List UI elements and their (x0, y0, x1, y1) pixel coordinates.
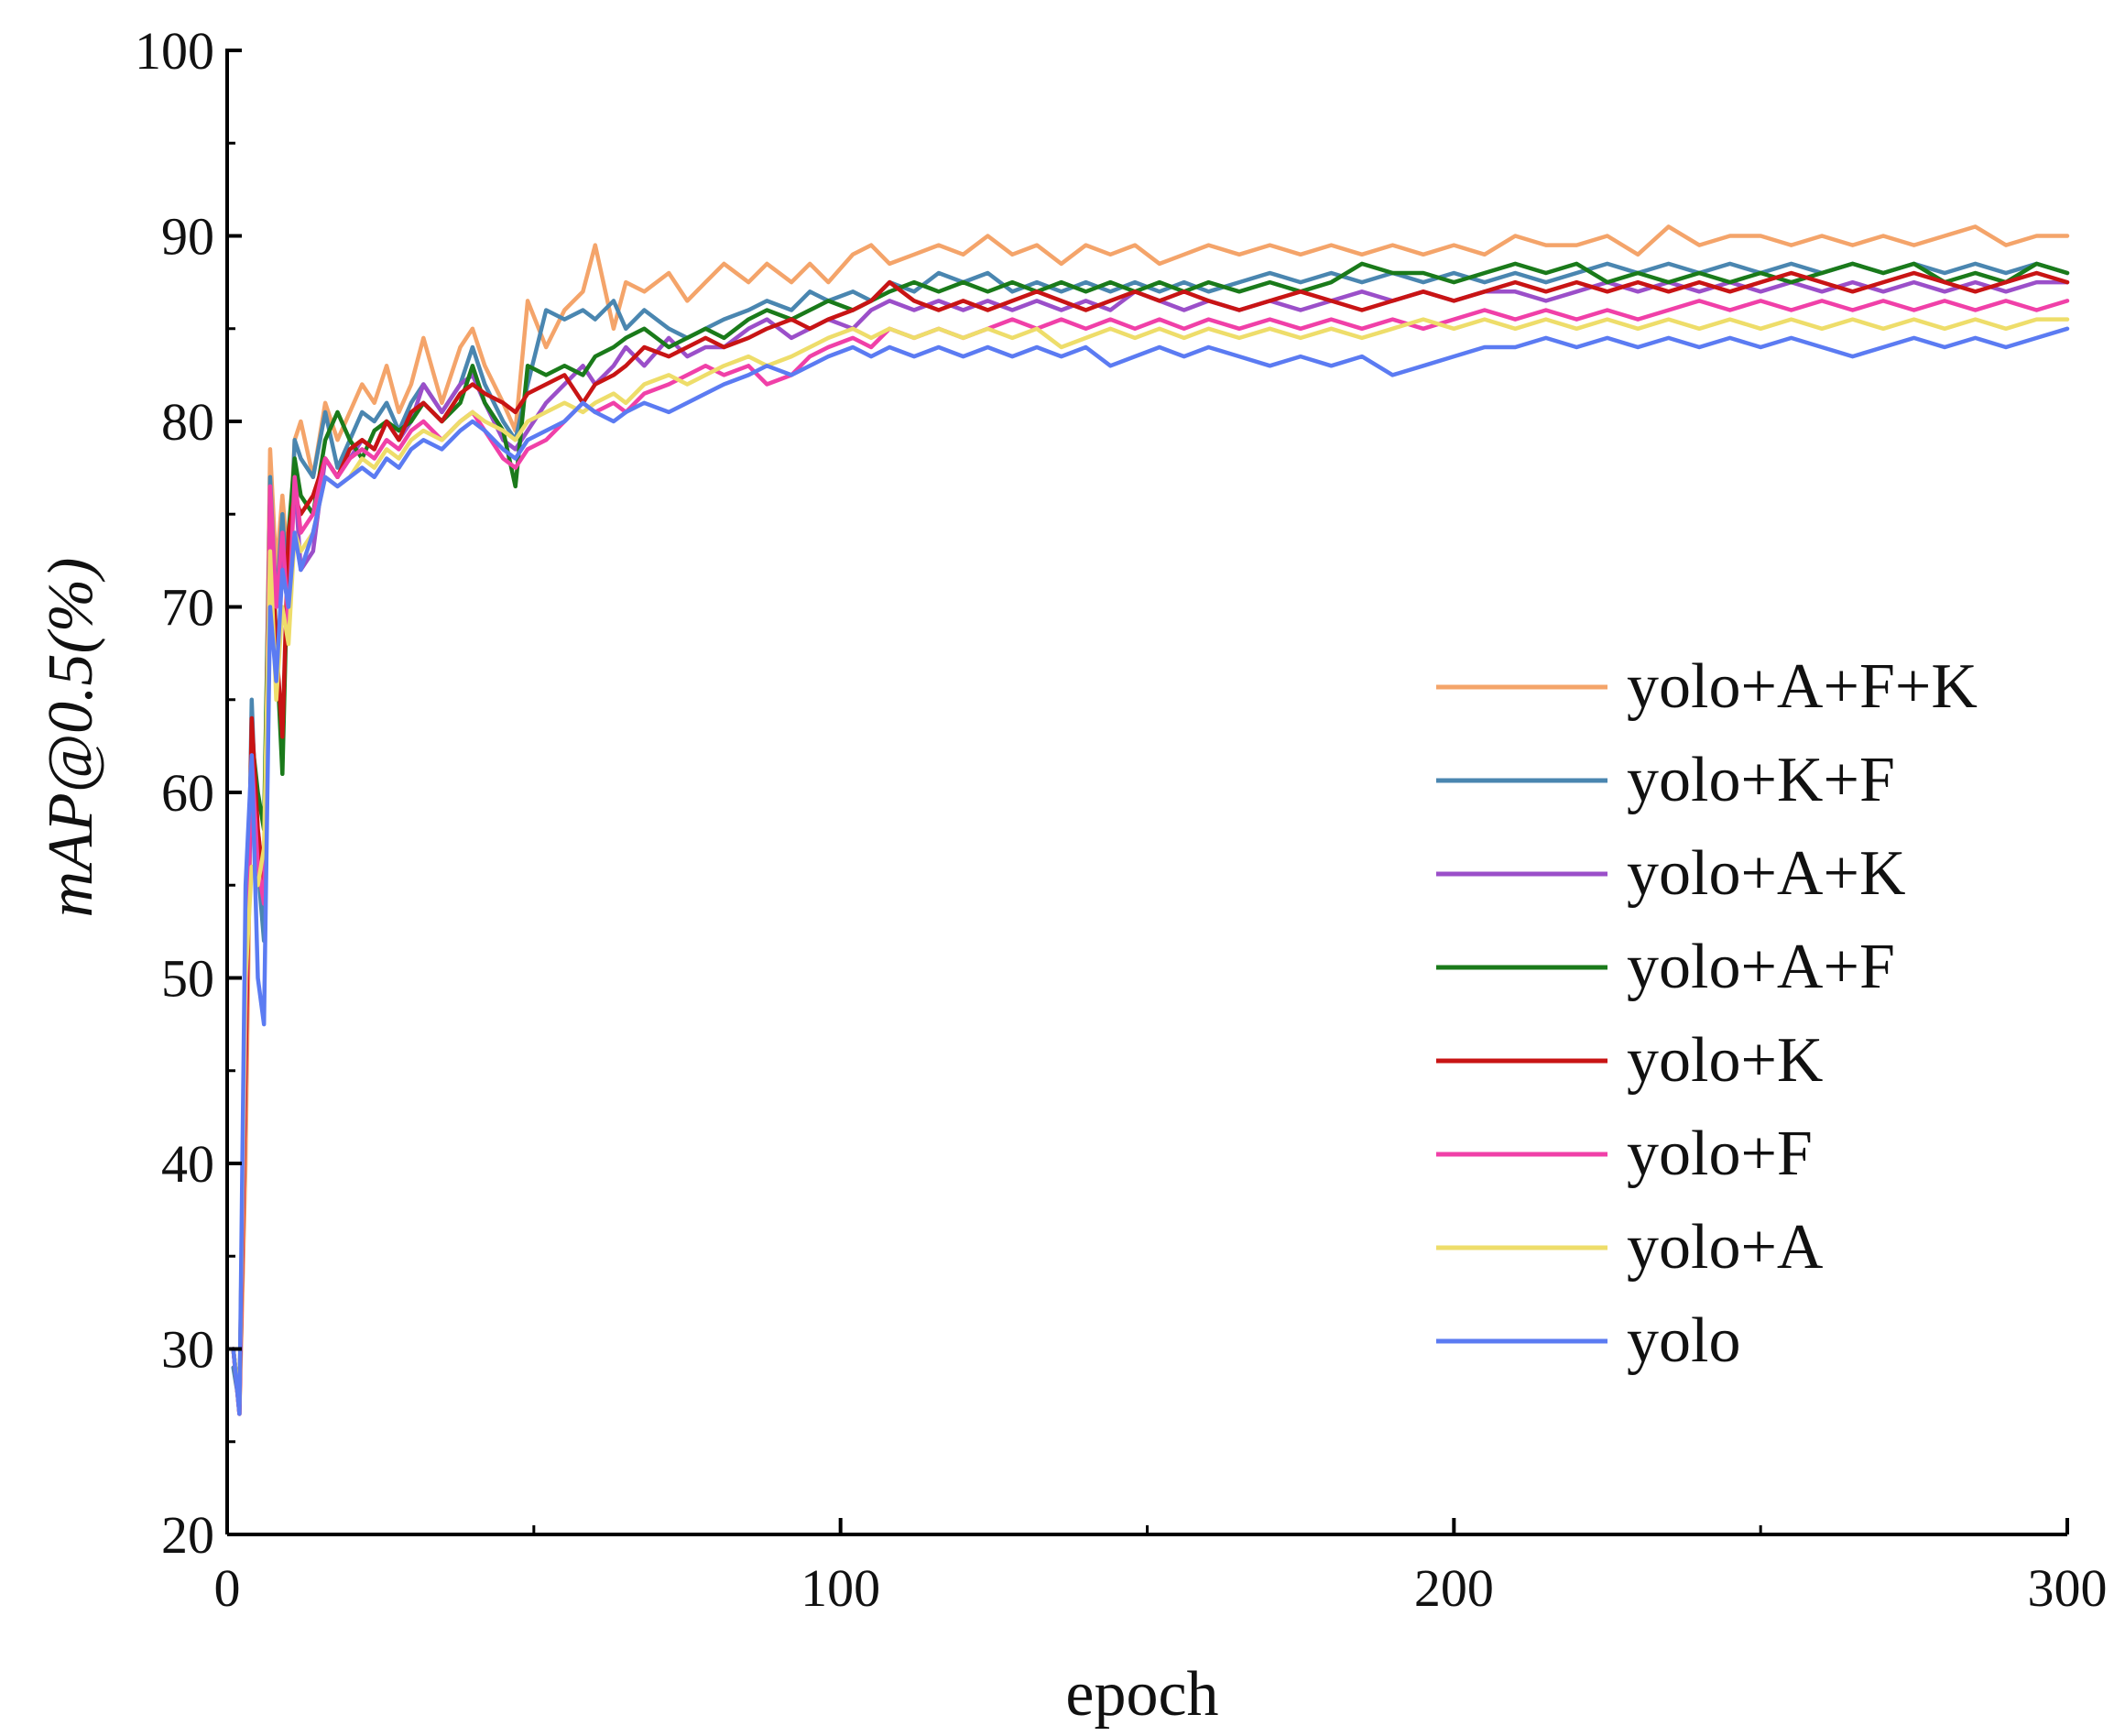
legend-label-2: yolo+A+K (1627, 838, 1906, 909)
legend-label-3: yolo+A+F (1627, 932, 1895, 1002)
series-line-0 (231, 224, 2070, 1416)
series-line-4 (231, 270, 2070, 1416)
y-tick-label-6: 80 (161, 392, 214, 452)
y-tick-label-8: 100 (135, 21, 214, 81)
series-line-3 (231, 261, 2070, 1407)
series-line-7 (231, 326, 2070, 1416)
x-axis-title: epoch (1065, 1659, 1218, 1730)
y-tick-label-1: 30 (161, 1320, 214, 1380)
y-tick-label-0: 20 (161, 1505, 214, 1565)
series-layer (231, 224, 2070, 1416)
x-tick-label-0: 0 (214, 1558, 241, 1618)
legend-label-6: yolo+A (1627, 1212, 1824, 1283)
series-line-5 (231, 299, 2070, 1416)
y-tick-label-3: 50 (161, 949, 214, 1009)
y-tick-label-2: 40 (161, 1134, 214, 1194)
legend: yolo+A+F+K yolo+K+F yolo+A+K yolo+A+F yolo+K… (1436, 651, 1978, 1376)
x-tick-label-2: 200 (1414, 1558, 1494, 1618)
x-tick-label-3: 300 (2028, 1558, 2108, 1618)
legend-label-5: yolo+F (1627, 1119, 1813, 1189)
legend-label-0: yolo+A+F+K (1627, 651, 1978, 722)
axes-layer: 20 30 40 50 60 70 80 90 100 0 100 200 300 (135, 21, 2108, 1618)
y-axis-title: mAP@0.5(%) (36, 558, 106, 918)
legend-label-1: yolo+K+F (1627, 745, 1895, 815)
y-tick-label-4: 60 (161, 763, 214, 823)
y-tick-label-7: 90 (161, 207, 214, 267)
legend-label-7: yolo (1627, 1305, 1740, 1376)
x-tick-label-1: 100 (801, 1558, 880, 1618)
y-tick-label-5: 70 (161, 578, 214, 638)
legend-label-4: yolo+K (1627, 1025, 1823, 1096)
